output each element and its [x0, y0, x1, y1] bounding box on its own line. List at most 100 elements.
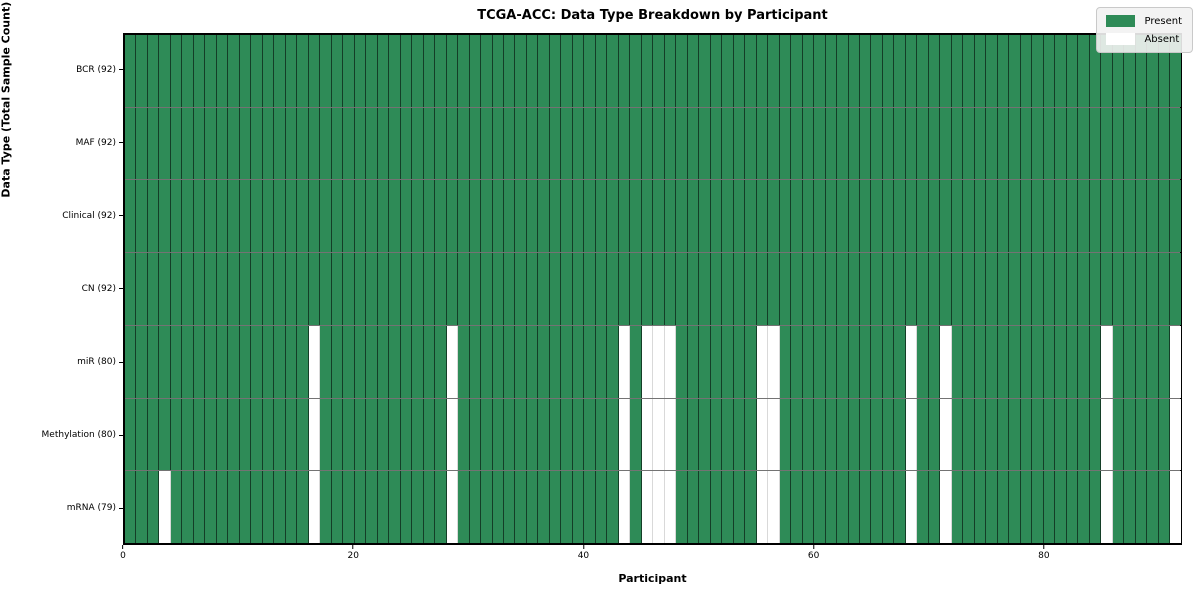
heatmap-cell — [274, 107, 286, 180]
heatmap-cell — [641, 253, 654, 325]
heatmap-cell — [963, 35, 975, 107]
heatmap-cell — [572, 398, 585, 471]
heatmap-cell — [549, 398, 562, 471]
heatmap-cell — [871, 471, 883, 544]
heatmap-cell — [860, 180, 872, 253]
heatmap-cell — [653, 398, 665, 471]
heatmap-cell — [239, 253, 252, 325]
heatmap-cell — [779, 180, 792, 253]
heatmap-cell — [423, 253, 436, 325]
heatmap-cell — [917, 253, 929, 325]
heatmap-cell — [503, 180, 516, 253]
heatmap-cell — [1135, 471, 1148, 544]
heatmap-cell — [320, 398, 332, 471]
heatmap-cell — [710, 471, 723, 544]
heatmap-cell — [549, 180, 562, 253]
heatmap-cell — [848, 398, 860, 471]
heatmap-cell — [860, 107, 872, 180]
heatmap-cell — [343, 107, 355, 180]
heatmap-cell — [423, 35, 436, 107]
heatmap-cell — [768, 107, 780, 180]
heatmap-cell — [595, 107, 608, 180]
heatmap-cell — [446, 35, 459, 107]
heatmap-cell — [963, 398, 975, 471]
x-tick-20: 20 — [347, 545, 359, 561]
heatmap-cell — [481, 180, 493, 253]
heatmap-cell — [1078, 325, 1090, 398]
heatmap-cell — [159, 253, 171, 325]
heatmap-cell — [561, 107, 573, 180]
heatmap-cell — [285, 253, 298, 325]
heatmap-cell — [297, 471, 309, 544]
heatmap-cell — [802, 35, 815, 107]
heatmap-cell — [1055, 471, 1067, 544]
heatmap-cell — [860, 398, 872, 471]
heatmap-cell — [1055, 325, 1067, 398]
heatmap-cell — [354, 471, 367, 544]
heatmap-cell — [986, 398, 998, 471]
heatmap-cell — [366, 35, 378, 107]
heatmap-cell — [986, 325, 998, 398]
heatmap-cell — [572, 180, 585, 253]
heatmap-cell — [228, 325, 240, 398]
heatmap-cell — [894, 107, 906, 180]
heatmap-cell — [193, 107, 206, 180]
heatmap-cell — [607, 180, 619, 253]
heatmap-cell — [825, 471, 838, 544]
heatmap-cell — [584, 398, 596, 471]
heatmap-cell — [779, 471, 792, 544]
heatmap-cell — [814, 253, 826, 325]
heatmap-cell — [618, 398, 631, 471]
heatmap-cell — [745, 253, 757, 325]
heatmap-cell — [297, 253, 309, 325]
heatmap-cell — [584, 107, 596, 180]
heatmap-cell — [331, 253, 344, 325]
heatmap-cell — [561, 253, 573, 325]
heatmap-cell — [630, 325, 642, 398]
heatmap-cell — [182, 471, 194, 544]
heatmap-cell — [860, 471, 872, 544]
heatmap-cell — [170, 35, 183, 107]
heatmap-cell — [285, 398, 298, 471]
heatmap-cell — [699, 325, 711, 398]
heatmap-cell — [446, 253, 459, 325]
heatmap-cell — [216, 35, 229, 107]
heatmap-cell — [458, 107, 470, 180]
heatmap-cell — [951, 398, 964, 471]
heatmap-cell — [136, 35, 148, 107]
heatmap-cell — [733, 253, 746, 325]
heatmap-cell — [205, 325, 217, 398]
heatmap-cell — [963, 471, 975, 544]
heatmap-cell — [1135, 253, 1148, 325]
heatmap-cell — [515, 253, 527, 325]
heatmap-cell — [377, 35, 390, 107]
heatmap-cell — [526, 471, 539, 544]
heatmap-cell — [515, 325, 527, 398]
heatmap-cell — [664, 107, 677, 180]
heatmap-cell — [503, 471, 516, 544]
heatmap-cell — [928, 35, 941, 107]
heatmap-cell — [193, 35, 206, 107]
heatmap-cell — [1043, 180, 1056, 253]
heatmap-cell — [125, 107, 137, 180]
heatmap-cell — [618, 471, 631, 544]
heatmap-cell — [1078, 398, 1090, 471]
heatmap-cell — [607, 253, 619, 325]
heatmap-cell — [423, 471, 436, 544]
heatmap-cell — [274, 253, 286, 325]
heatmap-cell — [147, 253, 160, 325]
heatmap-cell — [446, 398, 459, 471]
heatmap-cell — [699, 180, 711, 253]
x-tick-mark — [122, 545, 124, 549]
heatmap-cell — [1043, 398, 1056, 471]
y-axis-labels: BCR (92) MAF (92) Clinical (92) CN (92) miR … — [0, 33, 123, 545]
heatmap-cell — [308, 35, 321, 107]
heatmap-cell — [1135, 35, 1148, 107]
heatmap-cell — [125, 471, 137, 544]
heatmap-cell — [1089, 325, 1102, 398]
heatmap-cell — [997, 180, 1010, 253]
heatmap-cell — [630, 398, 642, 471]
heatmap-cell — [205, 471, 217, 544]
heatmap-cell — [1124, 253, 1136, 325]
heatmap-cell — [733, 471, 746, 544]
